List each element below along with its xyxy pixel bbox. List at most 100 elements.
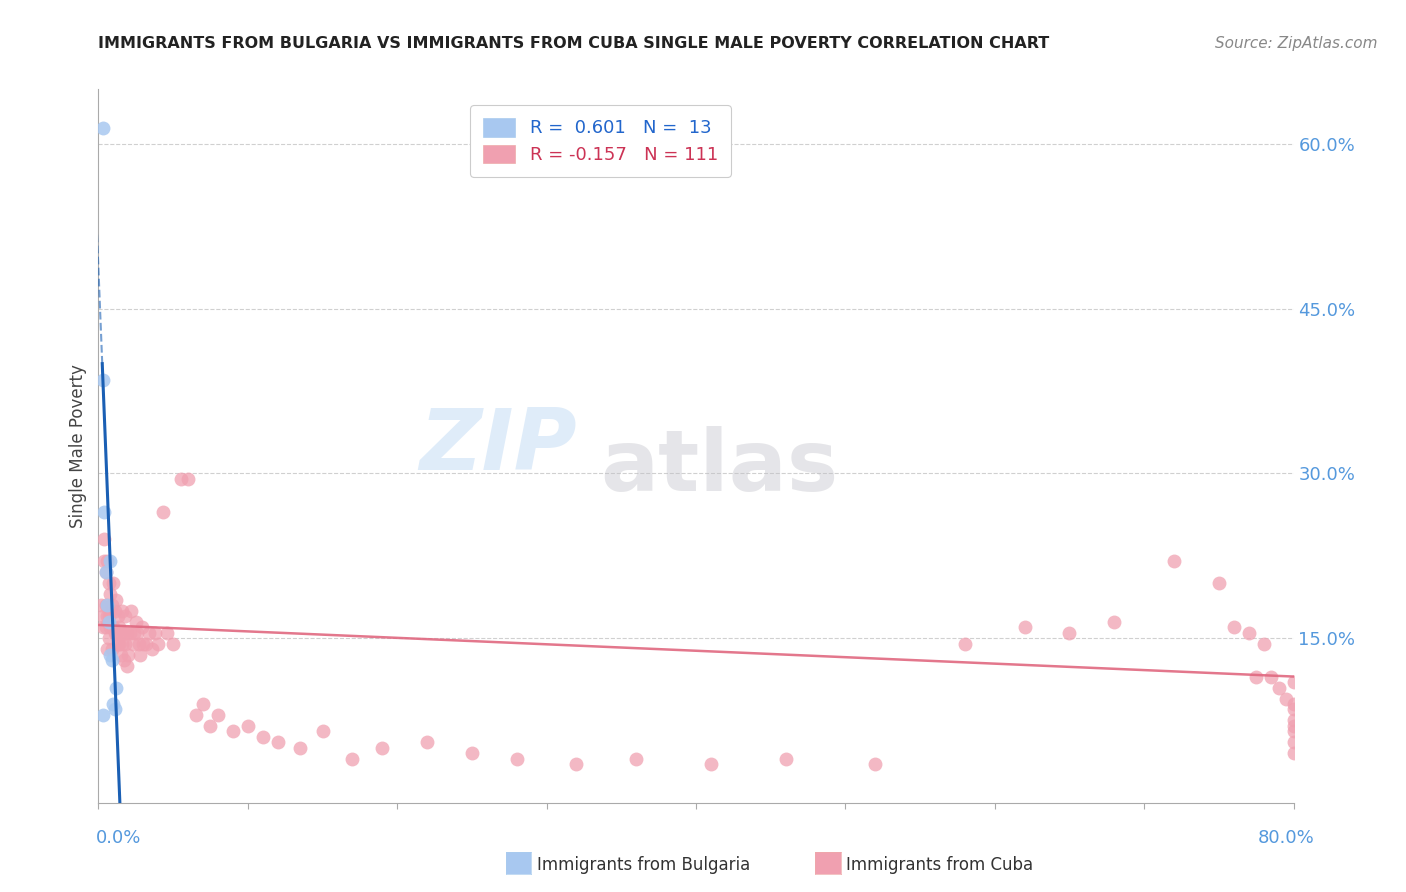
Point bbox=[110, 625, 132, 640]
Point bbox=[105, 625, 128, 640]
Point bbox=[97, 615, 120, 629]
Point bbox=[97, 609, 120, 624]
Point bbox=[91, 620, 114, 634]
Point bbox=[96, 554, 118, 568]
Point bbox=[121, 637, 143, 651]
Point bbox=[112, 625, 135, 640]
Point bbox=[1282, 675, 1305, 690]
Point bbox=[288, 740, 311, 755]
Point bbox=[108, 620, 131, 634]
Point bbox=[105, 592, 128, 607]
Point bbox=[91, 373, 114, 387]
Point bbox=[1253, 637, 1275, 651]
Point bbox=[91, 120, 114, 135]
Point bbox=[143, 625, 166, 640]
Point bbox=[100, 554, 122, 568]
Point bbox=[105, 681, 128, 695]
Point bbox=[207, 708, 229, 723]
Point bbox=[1059, 625, 1081, 640]
Point bbox=[93, 554, 115, 568]
Point bbox=[1014, 620, 1036, 634]
Point bbox=[953, 637, 976, 651]
Point bbox=[93, 505, 115, 519]
Point bbox=[127, 625, 149, 640]
Point bbox=[162, 637, 184, 651]
Text: Immigrants from Cuba: Immigrants from Cuba bbox=[846, 856, 1033, 874]
Point bbox=[1208, 576, 1230, 591]
Point bbox=[1223, 620, 1246, 634]
Point bbox=[117, 648, 139, 662]
Point bbox=[865, 757, 887, 772]
Point bbox=[148, 637, 170, 651]
Point bbox=[100, 604, 122, 618]
Point bbox=[101, 653, 124, 667]
Text: IMMIGRANTS FROM BULGARIA VS IMMIGRANTS FROM CUBA SINGLE MALE POVERTY CORRELATION: IMMIGRANTS FROM BULGARIA VS IMMIGRANTS F… bbox=[98, 36, 1050, 51]
Point bbox=[1282, 714, 1305, 728]
Point bbox=[131, 620, 153, 634]
Point bbox=[1260, 669, 1282, 683]
Point bbox=[112, 653, 135, 667]
Point bbox=[101, 598, 124, 612]
Text: ZIP: ZIP bbox=[419, 404, 576, 488]
Point bbox=[141, 642, 163, 657]
Point bbox=[1267, 681, 1289, 695]
Point bbox=[96, 642, 118, 657]
Point bbox=[94, 566, 117, 580]
Point bbox=[94, 598, 117, 612]
Point bbox=[152, 505, 174, 519]
Point bbox=[177, 472, 200, 486]
Point bbox=[775, 752, 797, 766]
Point bbox=[1282, 724, 1305, 739]
Point bbox=[104, 702, 127, 716]
Point bbox=[97, 576, 120, 591]
Point bbox=[461, 747, 484, 761]
Point bbox=[129, 648, 152, 662]
Point bbox=[93, 533, 115, 547]
Point bbox=[1282, 735, 1305, 749]
Point bbox=[118, 625, 141, 640]
Point bbox=[103, 697, 125, 711]
Point bbox=[97, 631, 120, 645]
Point bbox=[416, 735, 439, 749]
Point bbox=[236, 719, 259, 733]
Point bbox=[94, 566, 117, 580]
Point bbox=[110, 648, 132, 662]
Point bbox=[1104, 615, 1126, 629]
Point bbox=[100, 587, 122, 601]
Legend: R =  0.601   N =  13, R = -0.157   N = 111: R = 0.601 N = 13, R = -0.157 N = 111 bbox=[470, 105, 731, 177]
Text: 0.0%: 0.0% bbox=[96, 829, 141, 847]
Point bbox=[91, 708, 114, 723]
Point bbox=[1282, 747, 1305, 761]
Point bbox=[1282, 719, 1305, 733]
Text: Immigrants from Bulgaria: Immigrants from Bulgaria bbox=[537, 856, 751, 874]
Point bbox=[138, 625, 160, 640]
Point bbox=[104, 604, 127, 618]
Point bbox=[114, 609, 136, 624]
Point bbox=[96, 609, 118, 624]
Point bbox=[100, 620, 122, 634]
Point bbox=[1282, 697, 1305, 711]
Point bbox=[94, 620, 117, 634]
Point bbox=[700, 757, 723, 772]
Point bbox=[371, 740, 394, 755]
Point bbox=[103, 620, 125, 634]
Point bbox=[100, 648, 122, 662]
Point bbox=[169, 472, 191, 486]
Point bbox=[115, 625, 138, 640]
Point bbox=[115, 658, 138, 673]
Point bbox=[626, 752, 648, 766]
Point bbox=[565, 757, 588, 772]
Point bbox=[128, 637, 150, 651]
Point bbox=[111, 604, 134, 618]
Point bbox=[506, 752, 529, 766]
Point bbox=[342, 752, 364, 766]
Point bbox=[101, 642, 124, 657]
Point bbox=[1237, 625, 1260, 640]
Point bbox=[1275, 691, 1298, 706]
Point bbox=[135, 637, 157, 651]
Point bbox=[1244, 669, 1267, 683]
Point bbox=[156, 625, 179, 640]
Point bbox=[222, 724, 245, 739]
Point bbox=[120, 604, 142, 618]
Point bbox=[132, 637, 155, 651]
